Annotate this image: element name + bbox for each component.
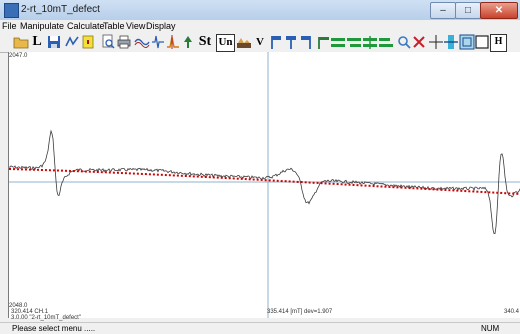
h-button[interactable]: H (490, 34, 507, 52)
menu-view[interactable]: View (126, 21, 146, 31)
menu-manipulate[interactable]: Manipulate (20, 21, 65, 31)
range-green-2-icon[interactable] (346, 34, 362, 50)
close-button[interactable]: ✕ (480, 2, 518, 19)
minimize-button[interactable]: – (430, 2, 456, 19)
l-button[interactable]: L (32, 34, 42, 49)
print-preview-icon[interactable] (100, 34, 116, 50)
status-bar: Please select menu ..... NUM (0, 322, 520, 334)
spectrum-trace (9, 129, 520, 235)
flag-marker-4-icon[interactable] (315, 34, 331, 50)
v-button[interactable]: V (256, 36, 264, 48)
range-green-3-icon[interactable] (362, 34, 378, 50)
y-axis-top-label: 2047.0 (9, 53, 28, 59)
menu-calculate[interactable]: Calculate (67, 21, 105, 31)
crosshair-icon[interactable] (428, 34, 444, 50)
integrate-icon[interactable] (165, 34, 181, 50)
un-button[interactable]: Un (216, 34, 235, 52)
smooth-icon[interactable] (134, 34, 150, 50)
marker-icon[interactable] (80, 34, 96, 50)
range-green-1-icon[interactable] (330, 34, 346, 50)
delete-icon[interactable] (411, 34, 427, 50)
x-axis-right-label: 340.4 (504, 309, 520, 315)
spectrum-plot[interactable] (8, 52, 520, 318)
save-icon[interactable] (46, 34, 62, 50)
maximize-button[interactable]: □ (455, 2, 481, 19)
file-label: 3.0.00 "2-rt_10mT_defect" (11, 315, 81, 321)
zoom-icon[interactable] (396, 34, 412, 50)
peak-pick-icon[interactable] (64, 34, 80, 50)
frame-icon[interactable] (474, 34, 490, 50)
grid-toggle-icon[interactable] (459, 34, 475, 50)
cursor-readout: 335.414 [mT] dev=1.907 (267, 309, 333, 315)
baseline-fit-curve (9, 168, 520, 195)
derivative-icon[interactable] (150, 34, 166, 50)
menu-table[interactable]: Table (103, 21, 125, 31)
st-button[interactable]: St (198, 34, 212, 49)
flag-marker-2-icon[interactable] (283, 34, 299, 50)
title-bar: 2-rt_10mT_defect – □ ✕ (0, 0, 520, 21)
print-icon[interactable] (116, 34, 132, 50)
num-lock-indicator: NUM (481, 324, 500, 333)
range-green-4-icon[interactable] (378, 34, 394, 50)
y-axis-bottom-label: 2048.0 (9, 303, 28, 309)
menu-bar: File Manipulate Calculate Table View Dis… (0, 20, 520, 32)
spectrum-icon[interactable] (236, 34, 252, 50)
x-axis-left-label: 320.414 CH.1 (11, 309, 49, 315)
spectrum-canvas[interactable] (9, 52, 520, 318)
cursor-tool-icon[interactable] (443, 34, 459, 50)
menu-file[interactable]: File (2, 21, 17, 31)
flag-marker-1-icon[interactable] (268, 34, 284, 50)
menu-display[interactable]: Display (146, 21, 176, 31)
app-icon (4, 3, 19, 18)
status-message: Please select menu ..... (12, 324, 96, 333)
toolbar: L St Un V H (0, 32, 520, 53)
flag-marker-3-icon[interactable] (298, 34, 314, 50)
peak-arrow-icon[interactable] (180, 34, 196, 50)
open-folder-icon[interactable] (13, 34, 29, 50)
window-title: 2-rt_10mT_defect (21, 4, 100, 15)
